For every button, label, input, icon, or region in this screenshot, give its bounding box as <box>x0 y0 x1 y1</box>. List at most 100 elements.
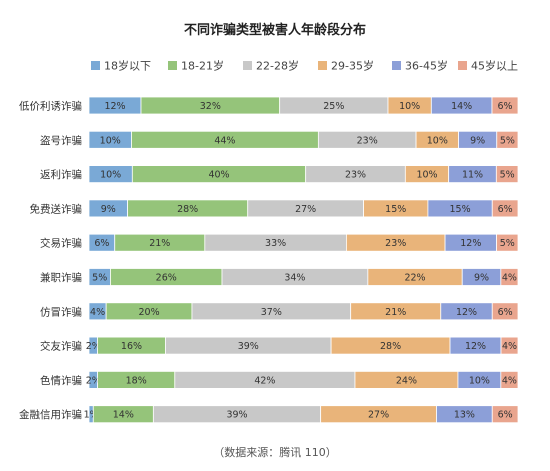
data-label: 10% <box>469 375 490 386</box>
category-label: 免费送诈骗 <box>30 202 83 215</box>
legend-swatch <box>318 61 327 70</box>
legend-swatch <box>458 61 467 70</box>
data-label: 28% <box>177 204 198 215</box>
data-label: 27% <box>295 204 316 215</box>
data-label: 11% <box>462 170 483 181</box>
bar-segment <box>496 130 519 149</box>
bar-row: 4% 20% 37% 21% 12% 6% <box>88 302 519 321</box>
data-label: 6% <box>498 307 513 318</box>
legend-swatch <box>168 61 177 70</box>
legend-label: 18-21岁 <box>181 59 224 73</box>
data-label: 9% <box>474 273 489 284</box>
data-label: 2% <box>86 341 101 352</box>
data-label: 27% <box>368 410 389 421</box>
data-label: 18% <box>126 375 147 386</box>
data-label: 23% <box>357 135 378 146</box>
data-label: 4% <box>90 307 105 318</box>
data-label: 4% <box>502 341 517 352</box>
bar-row: 6% 21% 33% 23% 12% 5% <box>88 233 519 252</box>
data-label: 33% <box>265 238 286 249</box>
data-label: 24% <box>396 375 417 386</box>
legend-label: 18岁以下 <box>104 59 151 73</box>
data-label: 9% <box>470 135 485 146</box>
legend-label: 45岁以上 <box>471 59 518 73</box>
data-label: 32% <box>200 101 221 112</box>
data-label: 42% <box>254 375 275 386</box>
data-label: 4% <box>502 273 517 284</box>
bar-segment <box>491 96 519 115</box>
data-label: 6% <box>498 410 513 421</box>
data-label: 14% <box>451 101 472 112</box>
data-label: 12% <box>104 101 125 112</box>
data-label: 21% <box>149 238 170 249</box>
data-label: 2% <box>86 375 101 386</box>
legend-swatch <box>91 61 100 70</box>
bar-row: 10% 40% 23% 10% 11% 5% <box>88 165 519 184</box>
category-label: 交易诈骗 <box>40 237 82 250</box>
category-label: 兼职诈骗 <box>40 271 82 284</box>
data-label: 44% <box>214 135 235 146</box>
bar-row: 10% 44% 23% 10% 9% 5% <box>88 130 519 149</box>
data-label: 5% <box>500 135 515 146</box>
data-label: 37% <box>261 307 282 318</box>
data-label: 34% <box>284 273 305 284</box>
bar-segment <box>496 233 519 252</box>
category-label: 返利诈骗 <box>40 168 82 181</box>
data-label: 12% <box>465 341 486 352</box>
bar-row: 12% 32% 25% 10% 14% 6% <box>88 96 519 115</box>
bar-segment <box>500 370 519 389</box>
data-label: 13% <box>454 410 475 421</box>
category-label: 低价利诱诈骗 <box>19 100 82 113</box>
legend-item: 45岁以上 <box>458 59 518 73</box>
legend-label: 29-35岁 <box>331 59 374 73</box>
legend-swatch <box>243 61 252 70</box>
bar-segment <box>495 165 519 184</box>
data-label: 21% <box>385 307 406 318</box>
data-label: 6% <box>497 101 512 112</box>
category-labels: 低价利诱诈骗盗号诈骗返利诈骗免费送诈骗交易诈骗兼职诈骗仿冒诈骗交友诈骗色情诈骗金… <box>19 100 82 422</box>
legend-label: 22-28岁 <box>256 59 299 73</box>
data-label: 5% <box>92 273 107 284</box>
data-label: 15% <box>450 204 471 215</box>
data-label: 16% <box>121 341 142 352</box>
legend-item: 36-45岁 <box>392 59 448 73</box>
data-label: 14% <box>113 410 134 421</box>
bar-segment <box>491 199 519 218</box>
bar-row: 9% 28% 27% 15% 15% 6% <box>88 199 519 218</box>
data-label: 12% <box>460 238 481 249</box>
data-label: 10% <box>100 135 121 146</box>
data-label: 39% <box>238 341 259 352</box>
legend-swatch <box>392 61 401 70</box>
category-label: 盗号诈骗 <box>40 134 82 147</box>
data-label: 4% <box>502 375 517 386</box>
data-label: 39% <box>226 410 247 421</box>
data-label: 12% <box>456 307 477 318</box>
data-label: 23% <box>385 238 406 249</box>
bar-segment <box>500 268 519 286</box>
legend: 18岁以下 18-21岁 22-28岁 29-35岁 36-45岁 45岁以上 <box>91 59 518 73</box>
data-label: 10% <box>427 135 448 146</box>
bar-row: 5% 26% 34% 22% 9% 4% <box>88 268 519 286</box>
data-label: 5% <box>500 170 515 181</box>
legend-item: 29-35岁 <box>318 59 374 73</box>
legend-item: 22-28岁 <box>243 59 299 73</box>
data-label: 10% <box>100 170 121 181</box>
data-label: 9% <box>101 204 116 215</box>
data-label: 22% <box>404 273 425 284</box>
bar-row: 1% 14% 39% 27% 13% 6% <box>84 405 519 424</box>
data-label: 1% <box>84 410 99 421</box>
bar-row: 2% 18% 42% 24% 10% 4% <box>86 370 519 389</box>
data-label: 15% <box>385 204 406 215</box>
data-label: 6% <box>94 238 109 249</box>
data-label: 10% <box>416 170 437 181</box>
data-label: 5% <box>500 238 515 249</box>
data-label: 25% <box>323 101 344 112</box>
data-label: 6% <box>498 204 513 215</box>
data-label: 10% <box>399 101 420 112</box>
data-label: 26% <box>156 273 177 284</box>
category-label: 交友诈骗 <box>40 340 82 353</box>
category-label: 色情诈骗 <box>40 374 82 387</box>
category-label: 仿冒诈骗 <box>40 305 82 318</box>
bar-row: 2% 16% 39% 28% 12% 4% <box>86 336 519 355</box>
